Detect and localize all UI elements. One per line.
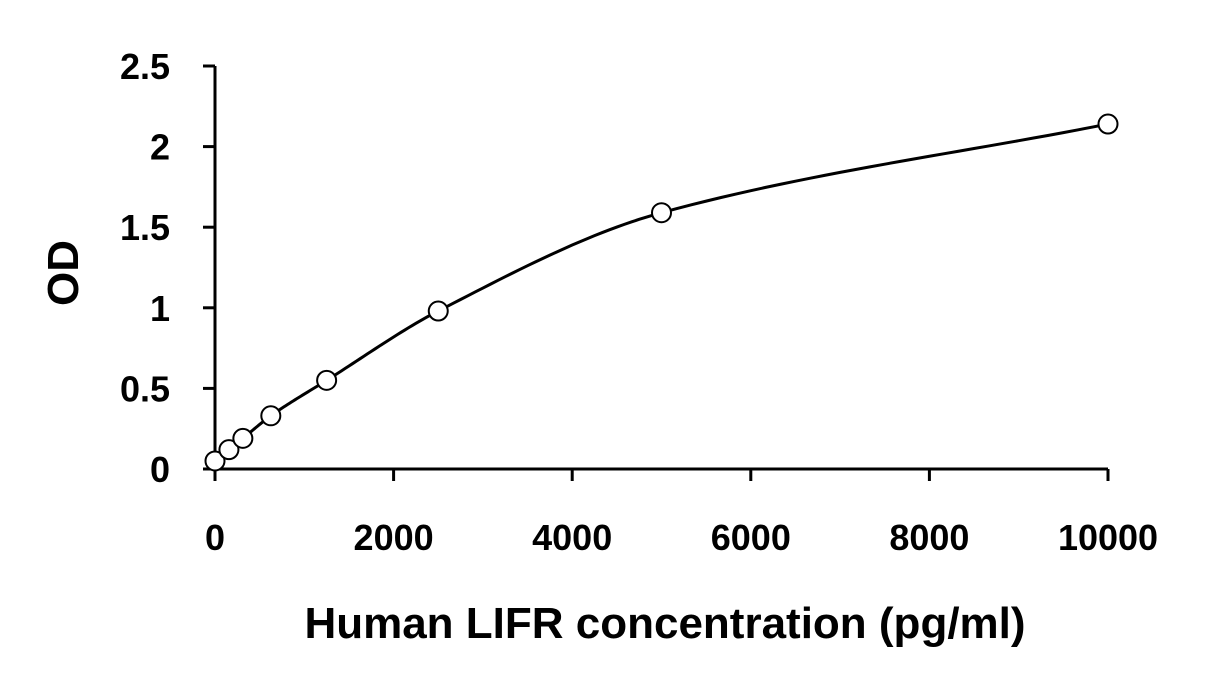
x-tick-label: 4000 xyxy=(532,517,612,558)
x-tick-label: 2000 xyxy=(354,517,434,558)
data-points xyxy=(204,113,1119,472)
y-tick-label: 0.5 xyxy=(120,368,170,409)
fit-curve xyxy=(214,122,1109,463)
x-tick-label: 6000 xyxy=(711,517,791,558)
x-axis: 0 2000 4000 6000 8000 10000 xyxy=(205,467,1158,558)
data-point xyxy=(260,405,282,427)
y-tick-label: 1 xyxy=(150,288,170,329)
y-tick-label: 1.5 xyxy=(120,207,170,248)
y-tick-label: 2 xyxy=(150,127,170,168)
data-point xyxy=(316,369,338,391)
y-axis-title: OD xyxy=(39,240,88,306)
data-point xyxy=(232,427,254,449)
y-tick-labels: 0 0.5 1 1.5 2 2.5 xyxy=(120,46,170,490)
x-ticks xyxy=(213,469,1110,481)
data-point xyxy=(218,439,240,461)
x-tick-labels: 0 2000 4000 6000 8000 10000 xyxy=(205,517,1158,558)
data-point xyxy=(1097,113,1119,135)
x-axis-title: Human LIFR concentration (pg/ml) xyxy=(304,599,1025,648)
y-ticks xyxy=(203,64,215,471)
y-axis: 0 0.5 1 1.5 2 2.5 xyxy=(120,46,217,490)
y-tick-label: 2.5 xyxy=(120,46,170,87)
x-tick-label: 0 xyxy=(205,517,225,558)
x-tick-label: 8000 xyxy=(889,517,969,558)
data-point xyxy=(651,202,672,224)
y-tick-label: 0 xyxy=(150,449,170,490)
data-point xyxy=(204,450,226,472)
x-tick-label: 10000 xyxy=(1058,517,1158,558)
data-point xyxy=(427,300,449,322)
